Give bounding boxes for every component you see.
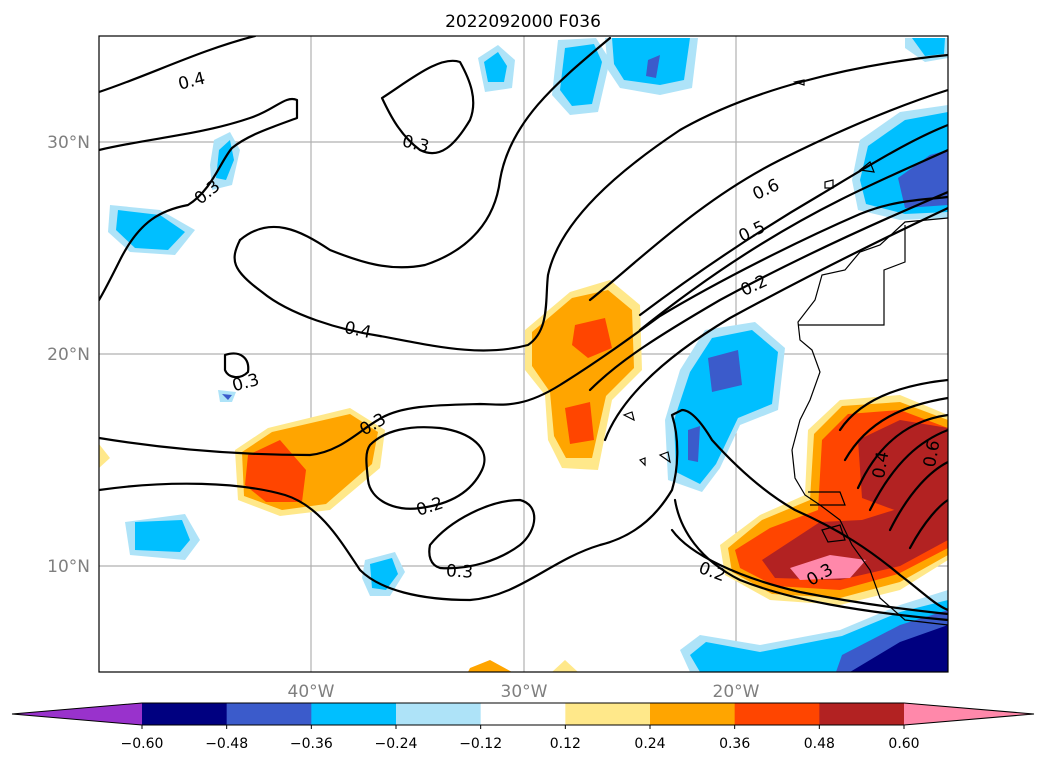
contour-label: 0.6 xyxy=(920,439,944,469)
lon-label: 30°W xyxy=(501,682,548,702)
blue-area-n-core xyxy=(560,44,602,106)
colorbar xyxy=(11,702,1035,729)
colorbar-extend-max xyxy=(904,703,1034,725)
colorbar-tick-label: −0.48 xyxy=(205,736,248,752)
colorbar-segment xyxy=(226,703,312,725)
coastlines xyxy=(622,79,948,626)
colorbar-tick-label: 0.60 xyxy=(888,736,919,752)
contour-lines xyxy=(99,36,948,622)
lat-label: 10°N xyxy=(47,557,90,577)
contour-label: 0.4 xyxy=(869,450,893,480)
colorbar-tick-label: −0.12 xyxy=(459,736,502,752)
colorbar-tick-label: 0.24 xyxy=(634,736,665,752)
contour-label: 0.3 xyxy=(445,561,473,582)
colorbar-tick-label: −0.24 xyxy=(375,736,418,752)
lat-label: 20°N xyxy=(47,345,90,365)
map-frame xyxy=(98,35,949,673)
latitude-labels: 30°N 20°N 10°N xyxy=(47,133,90,577)
lon-label: 20°W xyxy=(713,682,760,702)
colorbar-segment xyxy=(565,703,651,725)
colorbar-segment xyxy=(396,703,482,725)
colorbar-segment xyxy=(480,703,566,725)
positive-shading xyxy=(99,280,948,672)
colorbar-segment xyxy=(734,703,820,725)
colorbar-segment xyxy=(142,703,228,725)
lon-label: 40°W xyxy=(288,682,335,702)
negative-shading xyxy=(108,38,948,672)
lat-label: 30°N xyxy=(47,133,90,153)
colorbar-tick-label: −0.36 xyxy=(290,736,333,752)
colorbar-segment xyxy=(311,703,397,725)
colorbar-extend-min xyxy=(12,703,142,725)
colorbar-tick-label: 0.36 xyxy=(719,736,750,752)
map-title: 2022092000 F036 xyxy=(445,12,601,32)
longitude-labels: 40°W 30°W 20°W xyxy=(288,682,760,702)
colorbar-segment xyxy=(819,703,905,725)
colorbar-tick-label: 0.48 xyxy=(804,736,835,752)
colorbar-tick-label: −0.60 xyxy=(121,736,164,752)
colorbar-labels: −0.60 −0.48 −0.36 −0.24 −0.12 0.12 0.24 0.36 0.4… xyxy=(121,736,920,752)
colorbar-segment xyxy=(650,703,736,725)
colorbar-tick-label: 0.12 xyxy=(550,736,581,752)
map-panel: 0.4 0.3 0.3 0.3 0.4 0.3 0.2 0.3 0.6 0.5 … xyxy=(98,35,949,673)
